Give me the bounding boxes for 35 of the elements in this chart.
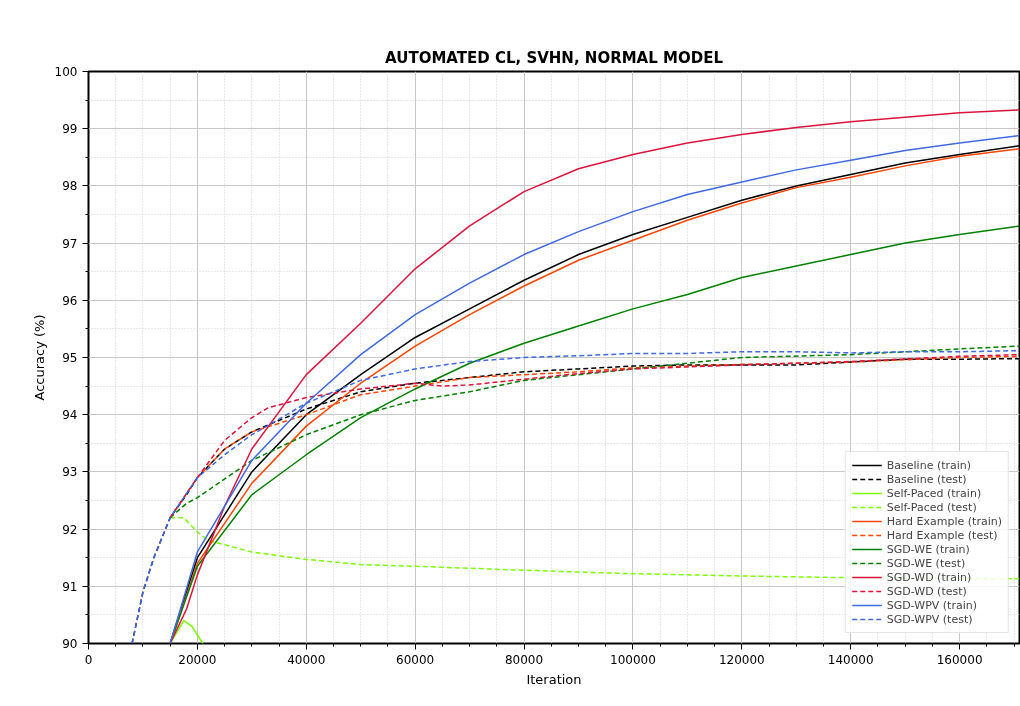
y-tick-label: 90 (62, 637, 78, 651)
x-tick-label: 40000 (287, 652, 326, 667)
legend-label: Baseline (train) (886, 458, 972, 472)
y-tick-label: 94 (62, 408, 78, 423)
y-tick-label: 99 (62, 122, 78, 137)
legend-label: SGD-WD (train) (886, 570, 972, 584)
legend-label: Hard Example (test) (886, 528, 998, 542)
x-axis-title: Iteration (526, 671, 582, 687)
x-tick-label: 0 (84, 652, 93, 667)
legend-label: Self-Paced (train) (886, 486, 982, 500)
legend-label: Self-Paced (test) (886, 500, 977, 514)
legend-label: SGD-WE (test) (886, 556, 966, 570)
legend-label: SGD-WPV (test) (886, 612, 973, 626)
legend-label: Hard Example (train) (886, 514, 1002, 528)
chart-title: AUTOMATED CL, SVHN, NORMAL MODEL (385, 48, 724, 67)
y-tick-label: 97 (62, 236, 78, 251)
y-tick-label: 96 (62, 293, 78, 308)
y-tick-label: 98 (62, 179, 78, 194)
x-tick-label: 120000 (718, 652, 765, 667)
y-tick-label: 91 (62, 579, 78, 594)
y-tick-label: 100 (54, 65, 78, 79)
x-tick-label: 100000 (610, 652, 656, 667)
legend-label: SGD-WPV (train) (886, 598, 977, 612)
x-tick-label: 60000 (396, 652, 435, 667)
x-tick-label: 160000 (936, 652, 983, 667)
x-tick-label: 20000 (178, 652, 217, 667)
y-tick-label: 93 (62, 465, 78, 480)
x-tick-label: 80000 (504, 652, 544, 667)
y-tick-label: 92 (62, 522, 78, 537)
legend-label: SGD-WE (train) (886, 542, 970, 556)
x-tick-label: 140000 (827, 652, 874, 667)
legend-label: SGD-WD (test) (886, 584, 967, 598)
y-axis-title: Accuracy (%) (31, 314, 47, 401)
y-tick-label: 95 (62, 351, 78, 365)
legend-label: Baseline (test) (886, 472, 967, 486)
